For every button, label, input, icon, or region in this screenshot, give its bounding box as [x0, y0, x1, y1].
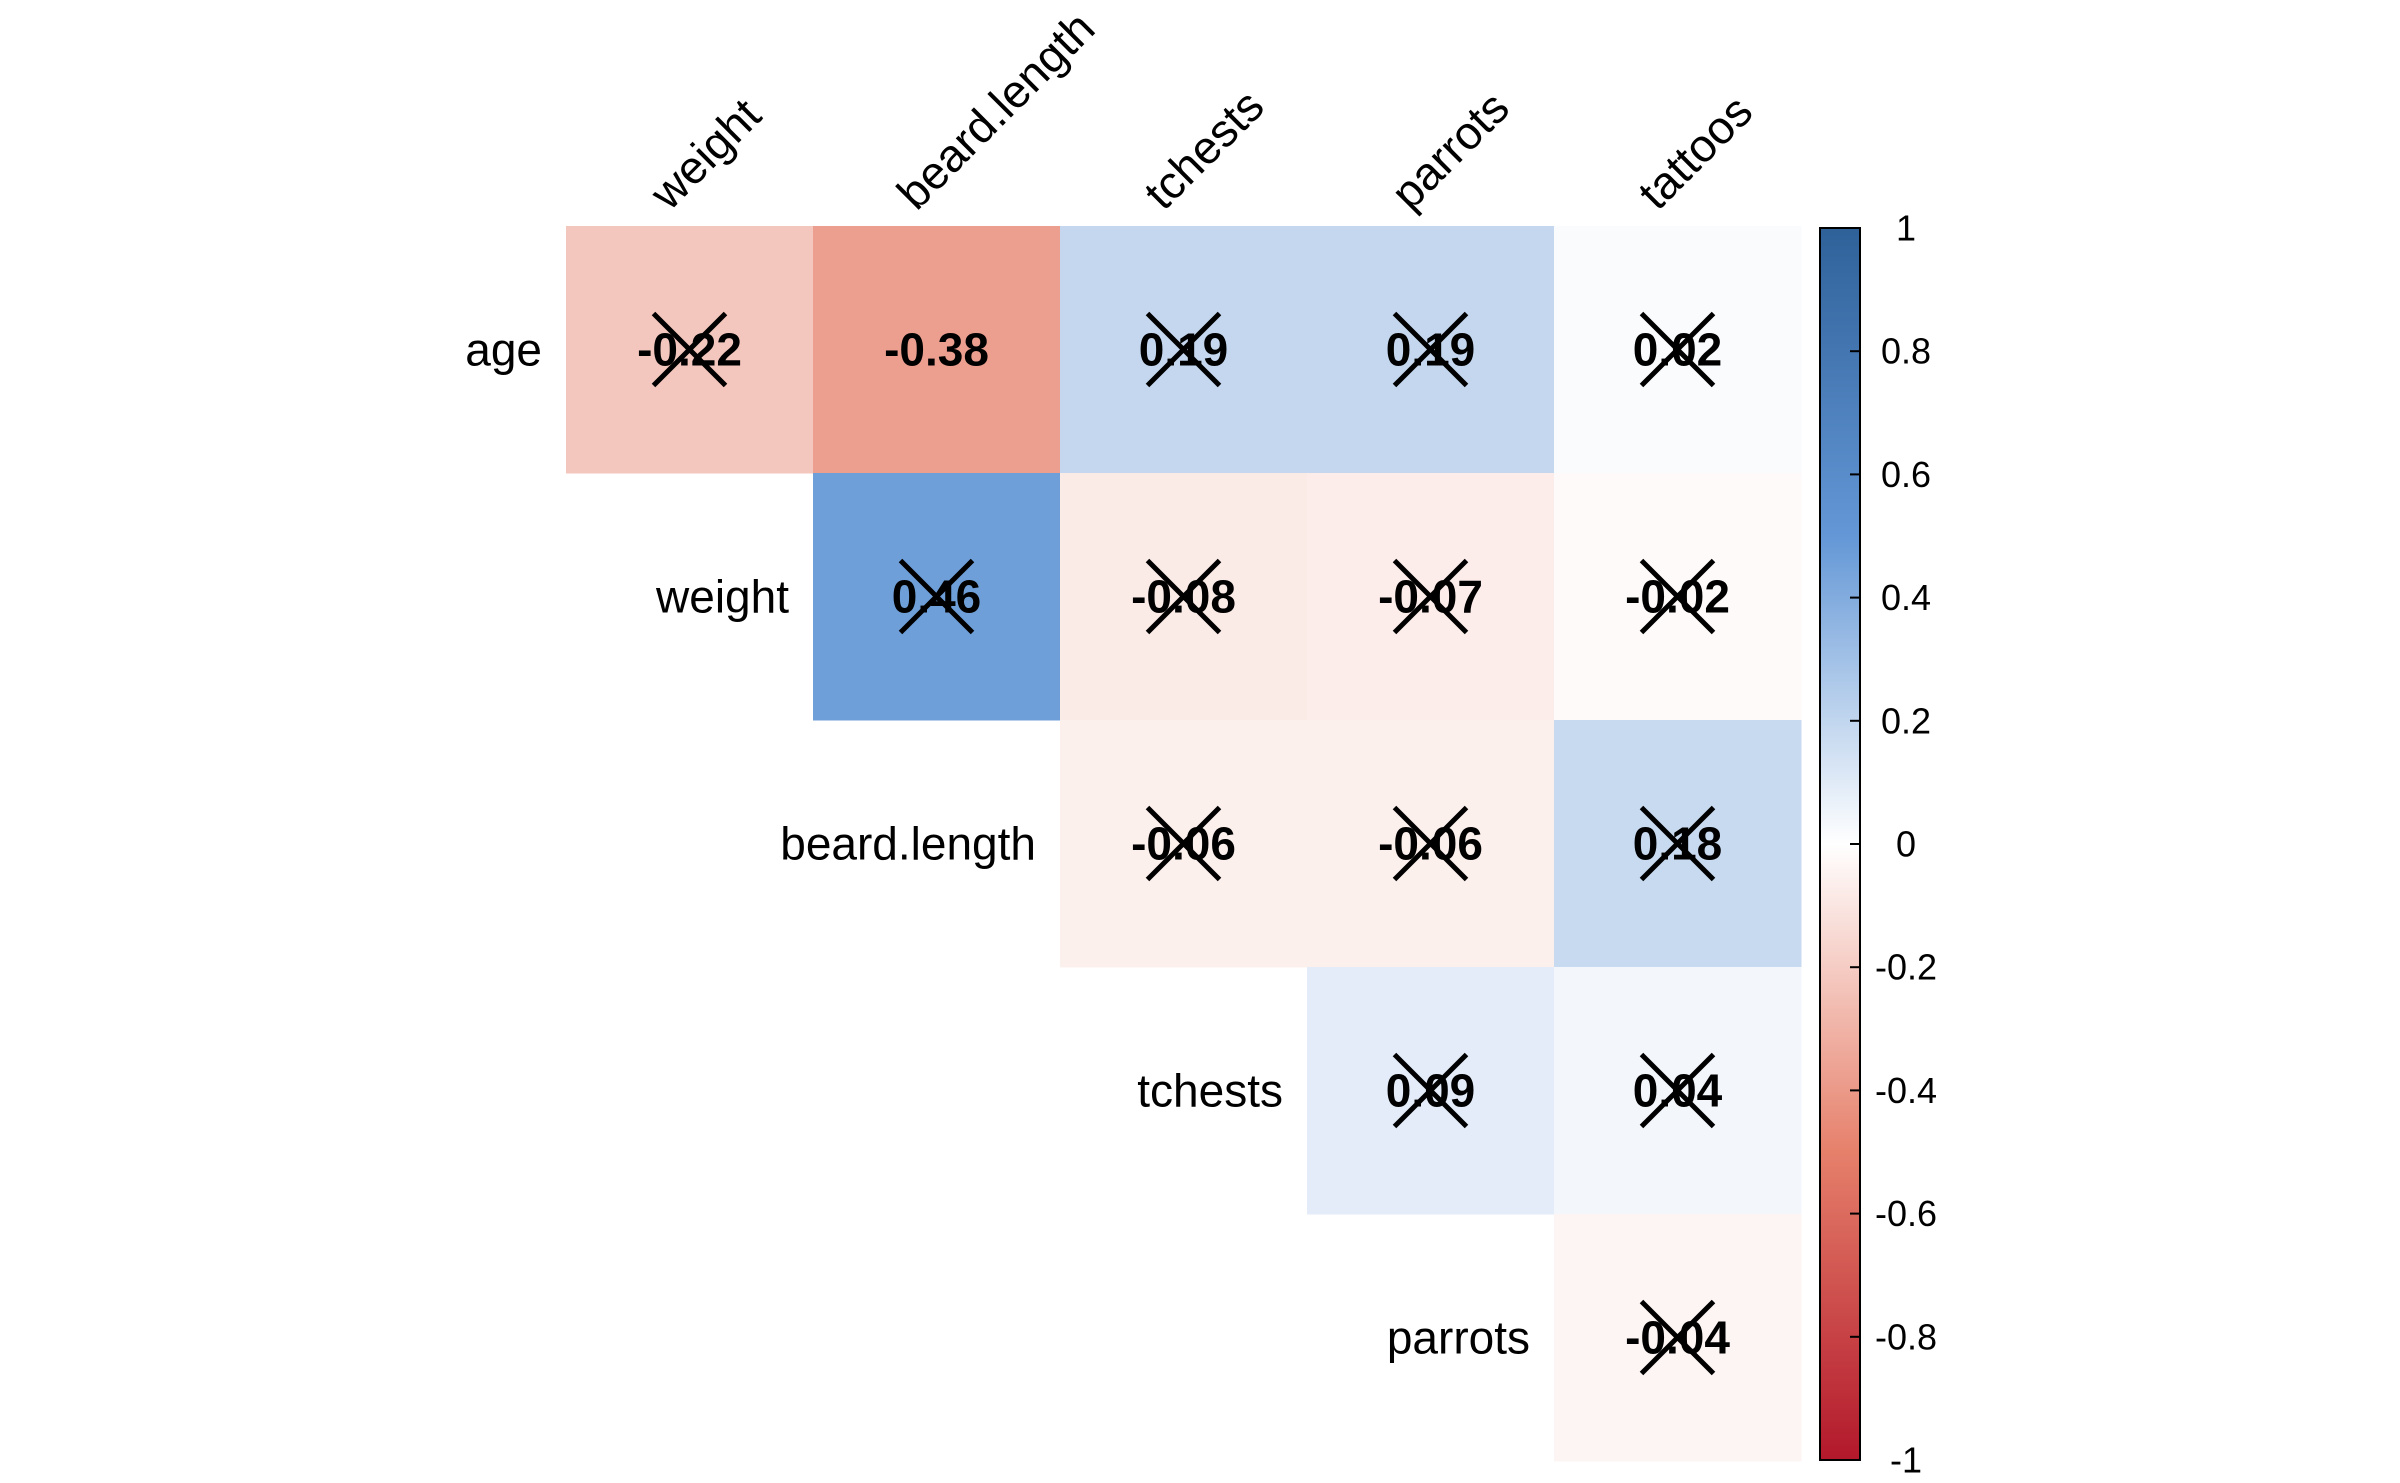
insignificance-cross-line [1639, 1052, 1716, 1129]
cell-value-label: -0.38 [884, 324, 989, 376]
insignificance-cross-line [651, 311, 728, 388]
colorbar-tick-label: 0.2 [1881, 700, 1931, 741]
insignificance-cross-line [1392, 805, 1469, 882]
column-label-beard.length: beard.length [887, 1, 1105, 219]
insignificance-cross-line [1392, 1052, 1469, 1129]
insignificance-cross-line [1639, 1299, 1716, 1376]
colorbar-tick-label: -0.6 [1875, 1193, 1937, 1234]
colorbar-tick-label: -0.8 [1875, 1316, 1937, 1357]
insignificance-cross-line [1145, 311, 1222, 388]
insignificance-cross-line [1392, 311, 1469, 388]
cell-age-beard.length [813, 226, 1061, 474]
row-label-beard.length: beard.length [780, 818, 1036, 870]
colorbar-tick-label: 0.6 [1881, 454, 1931, 495]
colorbar-tick-label: -0.2 [1875, 947, 1937, 988]
column-label-tchests: tchests [1134, 79, 1274, 219]
colorbar-tick-label: -0.4 [1875, 1070, 1937, 1111]
insignificance-cross-line [1639, 558, 1716, 635]
colorbar-tick-label: 0.8 [1881, 331, 1931, 372]
insignificance-cross-line [1639, 311, 1716, 388]
row-labels: age weight beard.length tchests parrots [465, 324, 1530, 1364]
insignificance-cross-line [1145, 805, 1222, 882]
colorbar-tick-label: 0 [1896, 824, 1916, 865]
column-label-tattoos: tattoos [1628, 85, 1762, 219]
row-label-tchests: tchests [1137, 1065, 1283, 1117]
heatmap-cells: -0.22-0.380.190.190.020.46-0.08-0.07-0.0… [566, 226, 1802, 1462]
row-label-weight: weight [655, 571, 789, 623]
row-label-age: age [465, 324, 542, 376]
column-labels: weight beard.length tchests parrots tattoos [639, 1, 1762, 219]
insignificance-cross-line [1639, 805, 1716, 882]
insignificance-cross-line [898, 558, 975, 635]
insignificance-cross-line [1392, 558, 1469, 635]
insignificance-cross-line [1145, 558, 1222, 635]
colorbar-ticks: 1 0.8 0.6 0.4 0.2 0 -0.2 -0.4 -0.6 -0.8 -1 [1850, 208, 1937, 1481]
colorbar-tick-label: -1 [1890, 1440, 1922, 1481]
column-label-weight: weight [639, 88, 771, 220]
column-label-parrots: parrots [1381, 81, 1519, 219]
colorbar-tick-label: 1 [1896, 208, 1916, 249]
colorbar-tick-label: 0.4 [1881, 577, 1931, 618]
row-label-parrots: parrots [1387, 1312, 1530, 1364]
